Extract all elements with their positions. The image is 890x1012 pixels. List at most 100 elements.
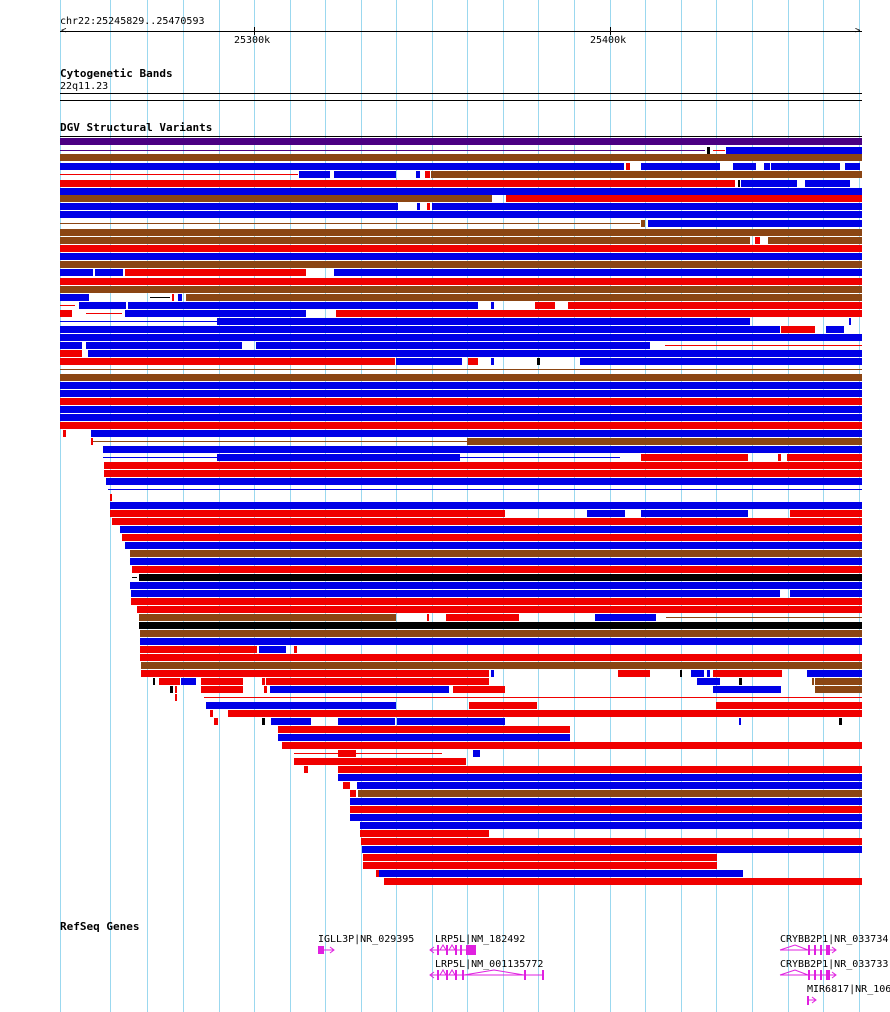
dgv-variant[interactable] (691, 670, 704, 677)
dgv-variant[interactable] (826, 326, 844, 333)
dgv-variant[interactable] (839, 718, 842, 725)
dgv-variant[interactable] (781, 326, 815, 333)
dgv-variant[interactable] (264, 686, 267, 693)
dgv-variant[interactable] (130, 558, 862, 565)
dgv-variant[interactable] (130, 550, 862, 557)
dgv-variant[interactable] (256, 342, 650, 349)
dgv-variant[interactable] (338, 750, 356, 757)
dgv-variant[interactable] (91, 430, 862, 437)
dgv-variant[interactable] (626, 163, 630, 170)
dgv-variant[interactable] (60, 211, 862, 218)
dgv-variant[interactable] (425, 171, 430, 178)
dgv-variant[interactable] (807, 670, 862, 677)
dgv-variant[interactable] (453, 686, 505, 693)
dgv-variant[interactable] (60, 382, 862, 389)
dgv-variant[interactable] (568, 302, 862, 309)
dgv-variant[interactable] (469, 702, 537, 709)
dgv-variant[interactable] (460, 457, 620, 458)
dgv-variant[interactable] (60, 406, 862, 413)
dgv-variant[interactable] (131, 590, 780, 597)
dgv-variant[interactable] (446, 614, 519, 621)
dgv-variant[interactable] (357, 782, 862, 789)
dgv-variant[interactable] (580, 358, 862, 365)
dgv-variant[interactable] (336, 310, 862, 317)
dgv-variant[interactable] (60, 278, 862, 285)
dgv-variant[interactable] (741, 180, 797, 187)
dgv-variant[interactable] (716, 702, 862, 709)
dgv-variant[interactable] (790, 510, 862, 517)
dgv-variant[interactable] (60, 269, 93, 276)
dgv-variant[interactable] (104, 470, 862, 477)
dgv-variant[interactable] (363, 862, 717, 869)
dgv-variant[interactable] (110, 502, 862, 509)
dgv-variant[interactable] (201, 686, 243, 693)
dgv-variant[interactable] (108, 489, 862, 490)
dgv-variant[interactable] (755, 237, 760, 244)
dgv-variant[interactable] (350, 814, 862, 821)
dgv-variant[interactable] (417, 203, 420, 210)
dgv-variant[interactable] (60, 414, 862, 421)
dgv-variant[interactable] (204, 697, 862, 698)
dgv-variant[interactable] (141, 662, 862, 669)
dgv-variant[interactable] (132, 577, 137, 578)
dgv-variant[interactable] (491, 670, 494, 677)
dgv-variant[interactable] (60, 334, 862, 341)
dgv-variant[interactable] (186, 294, 862, 301)
dgv-variant[interactable] (139, 622, 862, 629)
dgv-variant[interactable] (726, 147, 862, 154)
dgv-variant[interactable] (60, 174, 298, 175)
dgv-variant[interactable] (103, 446, 862, 453)
dgv-variant[interactable] (60, 294, 89, 301)
dgv-variant[interactable] (170, 686, 173, 693)
dgv-variant[interactable] (697, 678, 720, 685)
dgv-variant[interactable] (172, 294, 174, 301)
dgv-variant[interactable] (343, 782, 350, 789)
dgv-variant[interactable] (175, 686, 177, 693)
dgv-variant[interactable] (104, 462, 862, 469)
dgv-variant[interactable] (140, 646, 257, 653)
dgv-variant[interactable] (739, 718, 741, 725)
dgv-variant[interactable] (467, 438, 862, 445)
dgv-variant[interactable] (60, 342, 82, 349)
dgv-variant[interactable] (379, 870, 743, 877)
dgv-variant[interactable] (350, 790, 356, 797)
dgv-variant[interactable] (338, 766, 862, 773)
dgv-variant[interactable] (60, 305, 75, 306)
dgv-variant[interactable] (739, 678, 742, 685)
dgv-variant[interactable] (60, 188, 862, 195)
dgv-variant[interactable] (733, 163, 756, 170)
dgv-variant[interactable] (131, 598, 862, 605)
dgv-variant[interactable] (60, 237, 750, 244)
dgv-variant[interactable] (491, 358, 494, 365)
dgv-variant[interactable] (262, 718, 265, 725)
dgv-variant[interactable] (537, 358, 540, 365)
dgv-variant[interactable] (139, 574, 862, 581)
dgv-variant[interactable] (713, 150, 725, 151)
dgv-variant[interactable] (60, 253, 862, 260)
dgv-variant[interactable] (259, 646, 286, 653)
dgv-variant[interactable] (294, 753, 442, 754)
dgv-variant[interactable] (140, 638, 862, 645)
dgv-variant[interactable] (432, 203, 862, 210)
dgv-variant[interactable] (91, 438, 93, 445)
dgv-variant[interactable] (648, 220, 862, 227)
dgv-variant[interactable] (278, 734, 570, 741)
dgv-variant[interactable] (60, 229, 862, 236)
dgv-variant[interactable] (535, 302, 555, 309)
dgv-variant[interactable] (427, 614, 429, 621)
dgv-variant[interactable] (266, 678, 489, 685)
dgv-variant[interactable] (214, 718, 218, 725)
dgv-variant[interactable] (86, 342, 242, 349)
dgv-variant[interactable] (360, 822, 862, 829)
dgv-variant[interactable] (506, 195, 862, 202)
dgv-variant[interactable] (376, 870, 379, 877)
dgv-variant[interactable] (60, 358, 395, 365)
dgv-variant[interactable] (125, 542, 862, 549)
dgv-variant[interactable] (88, 350, 862, 357)
dgv-variant[interactable] (270, 686, 449, 693)
gene-feature-lrp5l[interactable] (429, 944, 476, 955)
dgv-variant[interactable] (60, 398, 862, 405)
dgv-variant[interactable] (771, 163, 840, 170)
dgv-variant[interactable] (140, 630, 862, 637)
dgv-variant[interactable] (680, 670, 682, 677)
